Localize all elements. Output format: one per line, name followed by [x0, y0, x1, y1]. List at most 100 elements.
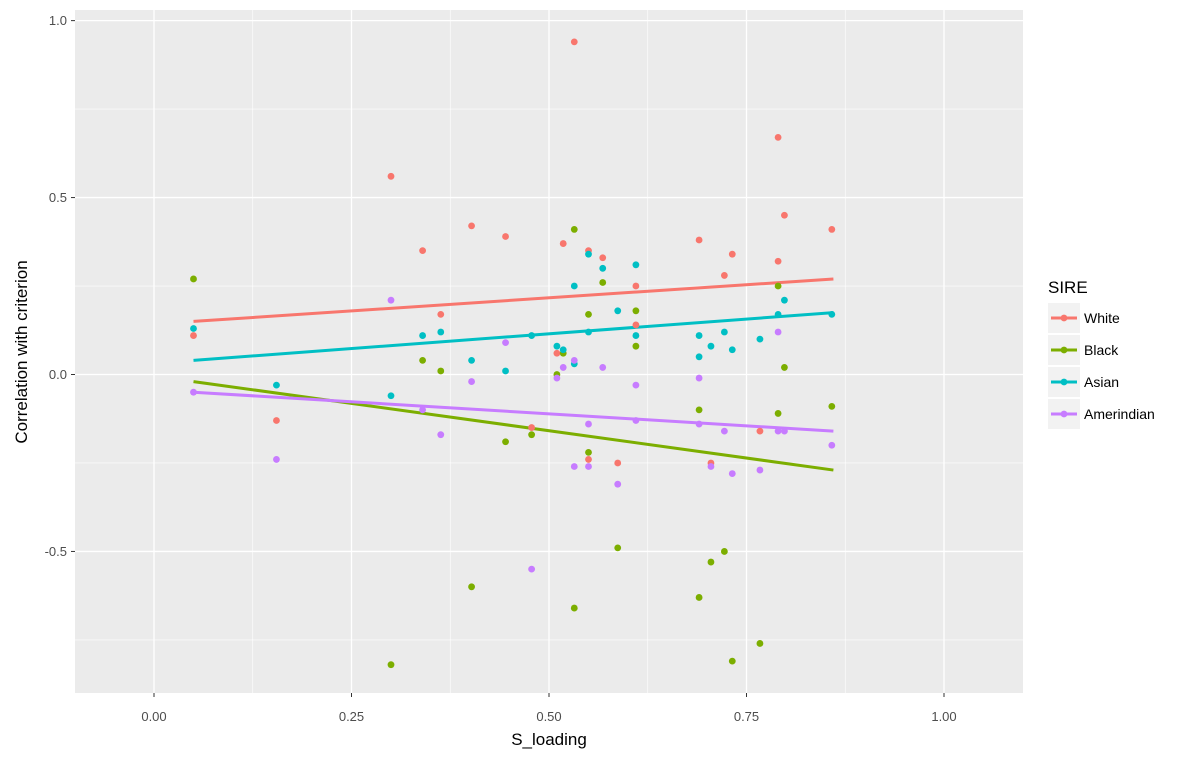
data-point — [632, 342, 640, 350]
legend-key-point — [1060, 314, 1068, 322]
data-point — [502, 367, 509, 375]
data-point — [774, 310, 782, 318]
data-point — [774, 427, 782, 435]
trend-lines — [193, 277, 834, 472]
legend-label: White — [1084, 310, 1120, 326]
data-point — [720, 548, 728, 555]
legend-label: Asian — [1084, 374, 1119, 390]
data-point — [570, 604, 578, 612]
data-point — [273, 417, 280, 424]
trend-line — [193, 390, 834, 433]
data-point — [190, 332, 197, 339]
data-point — [502, 233, 509, 240]
data-point — [419, 247, 426, 255]
data-point — [419, 406, 426, 414]
trend-line — [193, 380, 834, 472]
data-point — [190, 325, 197, 332]
data-point — [695, 406, 703, 414]
data-point — [828, 310, 836, 318]
x-tick-label: 1.00 — [931, 709, 956, 724]
data-point — [720, 272, 728, 279]
data-point — [387, 392, 395, 400]
legend: SIRE White Black Asian Amerindian — [1048, 278, 1155, 429]
y-axis-title: Correlation with criterion — [12, 260, 31, 443]
data-point — [728, 470, 736, 477]
data-point — [528, 332, 536, 339]
data-point — [828, 402, 836, 410]
data-points — [190, 38, 836, 669]
data-point — [632, 282, 640, 290]
data-point — [614, 480, 622, 488]
data-point — [781, 296, 788, 304]
data-point — [502, 438, 509, 446]
data-point — [614, 307, 622, 315]
data-point — [720, 427, 728, 435]
data-point — [632, 261, 640, 269]
data-point — [528, 565, 536, 573]
data-point — [599, 279, 607, 286]
data-point — [570, 38, 578, 46]
data-point — [387, 296, 395, 304]
data-point — [437, 328, 445, 336]
legend-title: SIRE — [1048, 278, 1088, 297]
data-point — [528, 431, 536, 439]
data-point — [774, 282, 782, 290]
data-point — [273, 381, 280, 389]
data-point — [585, 463, 592, 470]
data-point — [756, 335, 764, 343]
data-point — [190, 275, 197, 283]
data-point — [728, 657, 736, 665]
data-point — [437, 367, 445, 375]
data-point — [632, 321, 640, 329]
data-point — [419, 356, 426, 364]
data-point — [599, 254, 607, 262]
x-tick-label: 0.50 — [536, 709, 561, 724]
x-tick-label: 0.75 — [734, 709, 759, 724]
data-point — [695, 420, 703, 428]
data-point — [570, 226, 578, 233]
data-point — [585, 328, 592, 336]
data-point — [419, 332, 426, 339]
x-axis-ticks: 0.00 0.25 0.50 0.75 1.00 — [141, 693, 957, 724]
data-point — [781, 364, 788, 371]
data-point — [707, 342, 715, 350]
data-point — [695, 236, 703, 244]
data-point — [585, 250, 592, 258]
data-point — [614, 459, 622, 467]
x-tick-label: 0.25 — [339, 709, 364, 724]
y-tick-label: -0.5 — [45, 544, 67, 559]
x-tick-label: 0.00 — [141, 709, 166, 724]
data-point — [387, 661, 395, 669]
data-point — [756, 466, 764, 474]
data-point — [585, 448, 592, 456]
data-point — [528, 424, 536, 431]
legend-key-point — [1060, 410, 1068, 418]
data-point — [559, 240, 567, 247]
data-point — [468, 378, 475, 385]
data-point — [781, 211, 788, 219]
x-axis-title: S_loading — [511, 730, 587, 749]
data-point — [756, 640, 764, 647]
legend-key-point — [1060, 346, 1068, 354]
y-tick-label: 0.0 — [49, 367, 67, 382]
data-point — [695, 594, 703, 601]
legend-key-point — [1060, 378, 1068, 386]
data-point — [828, 441, 836, 449]
y-tick-label: 1.0 — [49, 13, 67, 28]
data-point — [553, 374, 561, 382]
data-point — [614, 544, 622, 552]
data-point — [468, 583, 475, 591]
trend-line — [193, 311, 834, 362]
data-point — [781, 427, 788, 435]
legend-label: Black — [1084, 342, 1119, 358]
data-point — [728, 346, 736, 354]
data-point — [695, 353, 703, 361]
data-point — [559, 346, 567, 354]
data-point — [632, 332, 640, 339]
data-point — [695, 374, 703, 382]
data-point — [585, 456, 592, 463]
data-point — [468, 222, 475, 230]
data-point — [599, 264, 607, 272]
data-point — [273, 456, 280, 463]
